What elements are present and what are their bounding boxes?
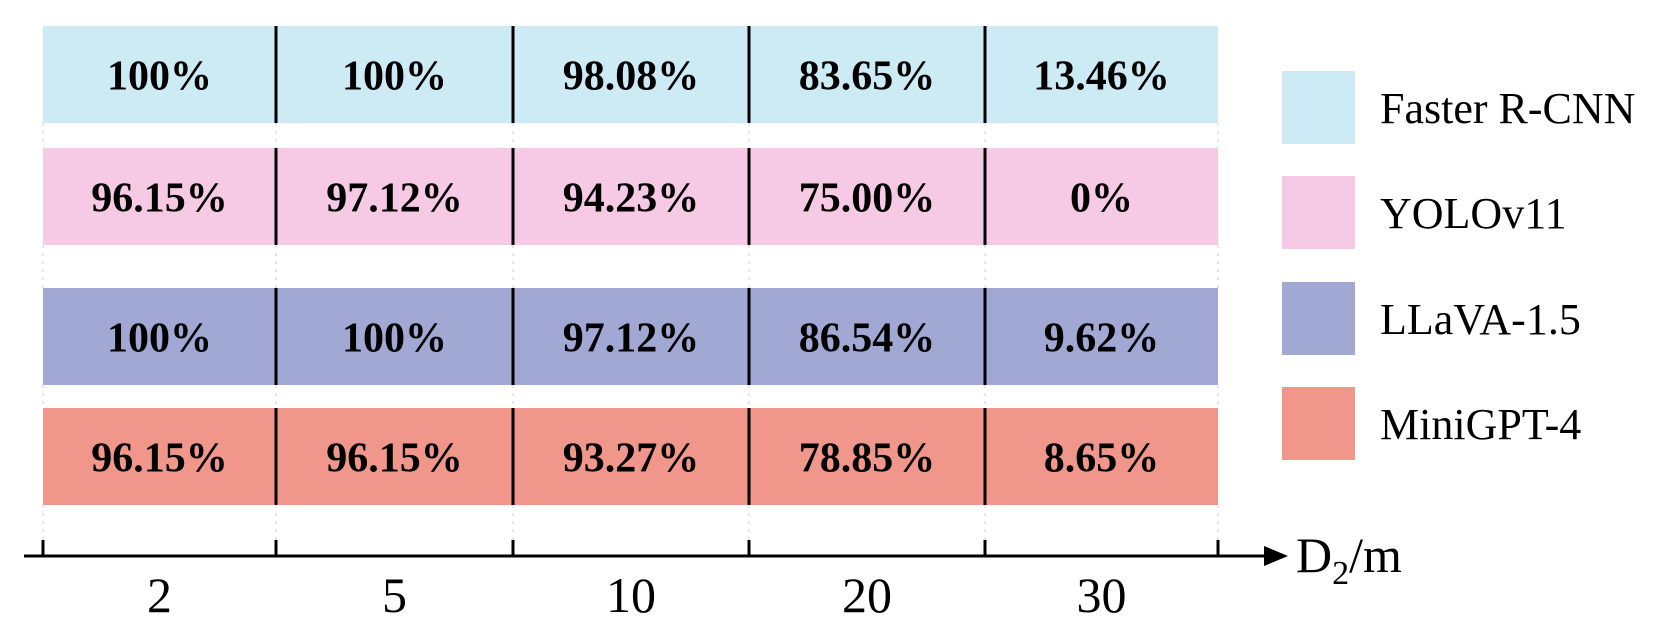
data-label: 96.15% xyxy=(326,436,463,482)
legend-swatch xyxy=(1282,282,1355,355)
legend-label: YOLOv11 xyxy=(1380,189,1567,238)
legend-item: YOLOv11 xyxy=(1282,176,1567,249)
data-label: 100% xyxy=(342,54,447,100)
x-axis: 2 5 10 20 30 D2/m xyxy=(24,527,1402,623)
data-label: 93.27% xyxy=(563,436,700,482)
series-row-bar xyxy=(43,26,1218,123)
legend-swatch xyxy=(1282,387,1355,460)
x-axis-label: D2/m xyxy=(1296,527,1402,592)
series-row: 96.15% 96.15% 93.27% 78.85% 8.65% xyxy=(43,408,1218,505)
legend-item: Faster R-CNN xyxy=(1282,71,1635,144)
data-label: 9.62% xyxy=(1044,316,1160,362)
data-label: 96.15% xyxy=(91,436,228,482)
data-label: 100% xyxy=(107,54,212,100)
data-label: 86.54% xyxy=(799,316,936,362)
x-axis-arrowhead xyxy=(1264,546,1288,566)
x-tick-label: 5 xyxy=(382,567,407,623)
legend-item: MiniGPT-4 xyxy=(1282,387,1581,460)
legend-label: Faster R-CNN xyxy=(1380,84,1635,133)
data-label: 83.65% xyxy=(799,54,936,100)
data-label: 0% xyxy=(1070,176,1133,222)
data-label: 97.12% xyxy=(563,316,700,362)
legend: Faster R-CNN YOLOv11 LLaVA-1.5 MiniGPT-4 xyxy=(1282,71,1635,460)
legend-swatch xyxy=(1282,71,1355,144)
series-row: 100% 100% 98.08% 83.65% 13.46% xyxy=(43,26,1218,123)
series-row: 96.15% 97.12% 94.23% 75.00% 0% xyxy=(43,148,1218,245)
data-label: 13.46% xyxy=(1033,54,1170,100)
legend-item: LLaVA-1.5 xyxy=(1282,282,1581,355)
legend-label: LLaVA-1.5 xyxy=(1380,295,1581,344)
data-label: 94.23% xyxy=(563,176,700,222)
data-label: 97.12% xyxy=(326,176,463,222)
x-tick-label: 10 xyxy=(606,567,656,623)
data-label: 96.15% xyxy=(91,176,228,222)
x-tick-label: 2 xyxy=(147,567,172,623)
series-row-bar xyxy=(43,148,1218,245)
table-rows: 100% 100% 98.08% 83.65% 13.46% 96.15% 97.12% 94… xyxy=(42,26,1219,545)
data-label: 75.00% xyxy=(799,176,936,222)
series-row: 100% 100% 97.12% 86.54% 9.62% xyxy=(43,288,1218,385)
series-row-bar xyxy=(43,408,1218,505)
legend-swatch xyxy=(1282,176,1355,249)
x-tick-label: 20 xyxy=(842,567,892,623)
legend-label: MiniGPT-4 xyxy=(1380,400,1581,449)
data-label: 100% xyxy=(342,316,447,362)
series-row-bar xyxy=(43,288,1218,385)
data-label: 8.65% xyxy=(1044,436,1160,482)
data-label: 100% xyxy=(107,316,212,362)
data-label: 98.08% xyxy=(563,54,700,100)
data-label: 78.85% xyxy=(799,436,936,482)
x-tick-label: 30 xyxy=(1077,567,1127,623)
